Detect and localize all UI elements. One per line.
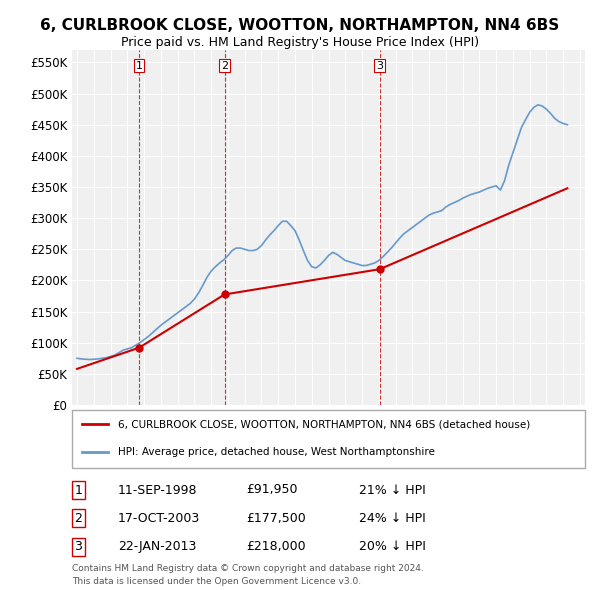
Text: This data is licensed under the Open Government Licence v3.0.: This data is licensed under the Open Gov…	[72, 578, 361, 586]
Text: 1: 1	[136, 61, 143, 71]
Text: 2: 2	[74, 512, 82, 525]
FancyBboxPatch shape	[72, 410, 585, 468]
Text: 11-SEP-1998: 11-SEP-1998	[118, 483, 197, 497]
Text: 20% ↓ HPI: 20% ↓ HPI	[359, 540, 426, 553]
Text: £91,950: £91,950	[247, 483, 298, 497]
Text: HPI: Average price, detached house, West Northamptonshire: HPI: Average price, detached house, West…	[118, 447, 435, 457]
Text: 1: 1	[74, 483, 82, 497]
Text: 22-JAN-2013: 22-JAN-2013	[118, 540, 197, 553]
Text: 3: 3	[74, 540, 82, 553]
Text: Contains HM Land Registry data © Crown copyright and database right 2024.: Contains HM Land Registry data © Crown c…	[72, 564, 424, 573]
Text: £177,500: £177,500	[247, 512, 306, 525]
Text: 6, CURLBROOK CLOSE, WOOTTON, NORTHAMPTON, NN4 6BS (detached house): 6, CURLBROOK CLOSE, WOOTTON, NORTHAMPTON…	[118, 419, 530, 430]
Text: 3: 3	[376, 61, 383, 71]
Text: 21% ↓ HPI: 21% ↓ HPI	[359, 483, 426, 497]
Text: 24% ↓ HPI: 24% ↓ HPI	[359, 512, 426, 525]
Text: Price paid vs. HM Land Registry's House Price Index (HPI): Price paid vs. HM Land Registry's House …	[121, 36, 479, 49]
Text: £218,000: £218,000	[247, 540, 306, 553]
Text: 2: 2	[221, 61, 228, 71]
Text: 6, CURLBROOK CLOSE, WOOTTON, NORTHAMPTON, NN4 6BS: 6, CURLBROOK CLOSE, WOOTTON, NORTHAMPTON…	[40, 18, 560, 33]
Text: 17-OCT-2003: 17-OCT-2003	[118, 512, 200, 525]
